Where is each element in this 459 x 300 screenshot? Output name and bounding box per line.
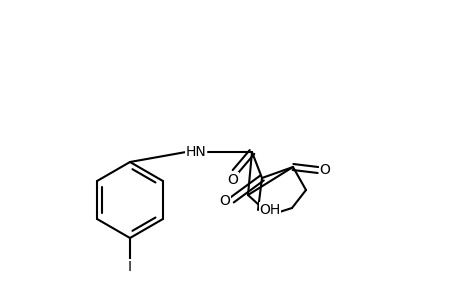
Text: OH: OH: [259, 203, 280, 217]
Text: O: O: [227, 173, 238, 187]
Text: O: O: [219, 194, 230, 208]
Text: O: O: [319, 163, 330, 177]
Text: I: I: [128, 260, 132, 274]
Text: HN: HN: [185, 145, 206, 159]
